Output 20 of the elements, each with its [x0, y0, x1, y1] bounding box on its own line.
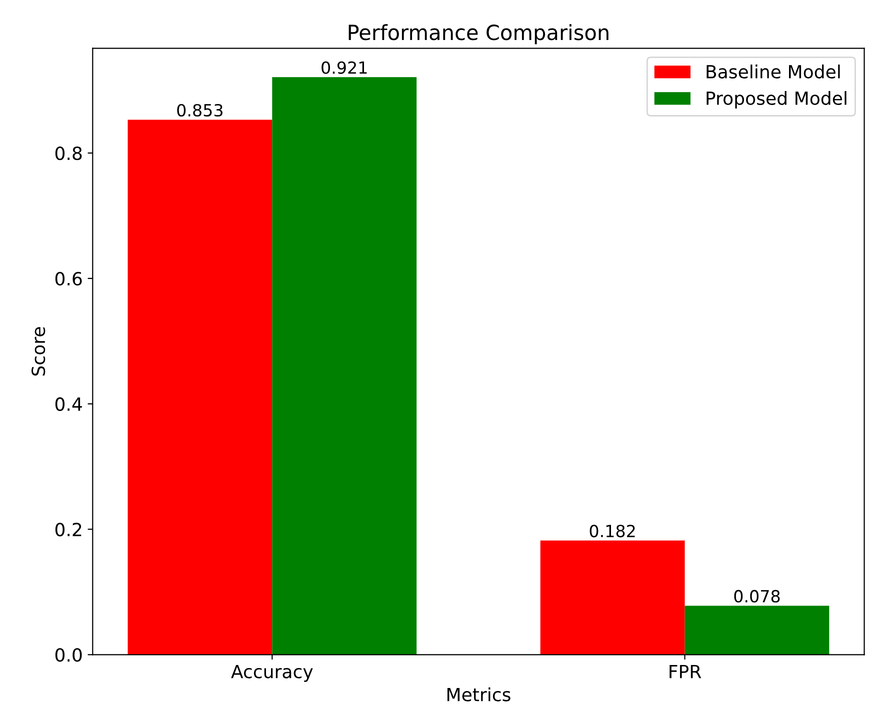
bar	[272, 77, 417, 655]
legend-label: Baseline Model	[706, 64, 840, 79]
data-label: 0.078	[734, 590, 780, 603]
y-tick-label: 0.0	[55, 648, 82, 662]
data-label: 0.182	[590, 524, 635, 538]
bar	[128, 120, 272, 655]
y-tick-label: 0.8	[55, 146, 82, 160]
chart-title: Performance Comparison	[348, 24, 608, 44]
x-tick-label: Accuracy	[231, 664, 313, 682]
data-label: 0.921	[322, 61, 367, 74]
y-tick-label: 0.6	[55, 272, 82, 286]
y-tick-label: 0.4	[55, 397, 82, 411]
bar	[540, 540, 685, 655]
legend-label: Proposed Model	[706, 91, 846, 109]
y-axis-title: Score	[32, 327, 46, 376]
data-label: 0.853	[177, 104, 222, 117]
x-tick-label: FPR	[670, 664, 702, 678]
bar	[684, 606, 830, 655]
y-tick-label: 0.2	[55, 522, 82, 536]
x-axis-title: Metrics	[447, 687, 510, 702]
